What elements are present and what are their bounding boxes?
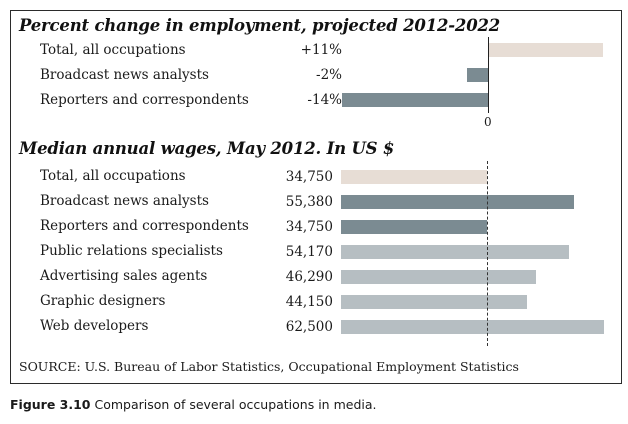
wage-category-label: Total, all occupations [40, 168, 186, 184]
wage-value-label: 34,750 [285, 169, 333, 185]
employment-bar [488, 43, 603, 57]
wage-value-label: 62,500 [285, 319, 333, 335]
figure-caption: Figure 3.10 Comparison of several occupa… [10, 397, 377, 412]
wage-value-label: 46,290 [285, 269, 333, 285]
wage-bar [341, 320, 604, 334]
wage-bar [341, 195, 575, 209]
figure-caption-text: Comparison of several occupations in med… [94, 397, 377, 412]
employment-value-label: +11% [300, 42, 342, 58]
wage-value-label: 34,750 [285, 219, 333, 235]
chart-frame: Percent change in employment, projected … [10, 10, 622, 384]
wage-category-label: Web developers [40, 318, 149, 334]
employment-category-label: Total, all occupations [40, 42, 186, 58]
wage-bar [341, 270, 536, 284]
wages-chart-title: Median annual wages, May 2012. In US $ [19, 139, 395, 158]
wage-reference-line [487, 161, 489, 346]
employment-zero-axis [488, 37, 489, 113]
wage-category-label: Reporters and correspondents [40, 218, 249, 234]
wage-bar [341, 295, 527, 309]
wage-bar [341, 245, 569, 259]
employment-value-label: -14% [307, 92, 342, 108]
employment-zero-tick: 0 [484, 115, 492, 129]
figure-label: Figure 3.10 [10, 397, 91, 412]
wage-value-label: 44,150 [285, 294, 333, 310]
wage-category-label: Broadcast news analysts [40, 193, 209, 209]
wage-category-label: Public relations specialists [40, 243, 223, 259]
wage-bar [341, 170, 488, 184]
wage-bar [341, 220, 488, 234]
employment-chart-title: Percent change in employment, projected … [19, 16, 501, 35]
employment-bar [341, 93, 488, 107]
employment-value-label: -2% [316, 67, 342, 83]
source-note: SOURCE: U.S. Bureau of Labor Statistics,… [19, 359, 519, 374]
wage-value-label: 55,380 [285, 194, 333, 210]
wage-category-label: Graphic designers [40, 293, 166, 309]
wage-category-label: Advertising sales agents [40, 268, 208, 284]
employment-bar [467, 68, 488, 82]
wage-value-label: 54,170 [285, 244, 333, 260]
employment-category-label: Reporters and correspondents [40, 92, 249, 108]
employment-category-label: Broadcast news analysts [40, 67, 209, 83]
